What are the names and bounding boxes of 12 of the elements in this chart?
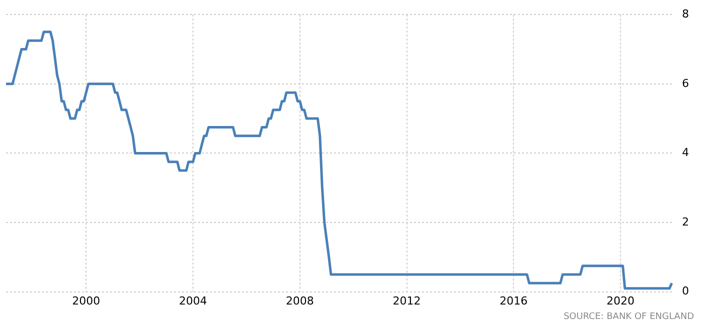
y-tick-label: 6 <box>682 76 689 90</box>
y-tick-label: 4 <box>682 146 689 160</box>
x-tick-label: 2000 <box>72 294 100 308</box>
source-note: SOURCE: BANK OF ENGLAND <box>564 312 694 322</box>
x-tick-label: 2004 <box>178 294 207 308</box>
x-tick-label: 2008 <box>286 294 314 308</box>
x-tick-label: 2020 <box>606 294 635 308</box>
y-tick-label: 2 <box>682 215 689 228</box>
x-tick-label: 2016 <box>500 294 528 308</box>
x-tick-label: 2012 <box>392 294 421 308</box>
y-tick-label: 0 <box>682 284 689 298</box>
y-tick-label: 8 <box>682 7 689 20</box>
